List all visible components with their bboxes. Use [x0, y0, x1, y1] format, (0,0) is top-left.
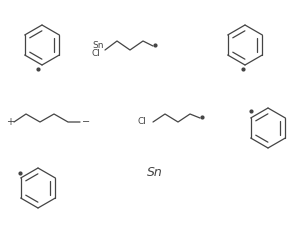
Text: Sn: Sn	[92, 41, 103, 50]
Text: Cl: Cl	[92, 50, 101, 59]
Text: Sn: Sn	[147, 165, 163, 178]
Text: +: +	[6, 117, 14, 127]
Text: Cl: Cl	[138, 118, 147, 127]
Text: −: −	[82, 117, 90, 127]
